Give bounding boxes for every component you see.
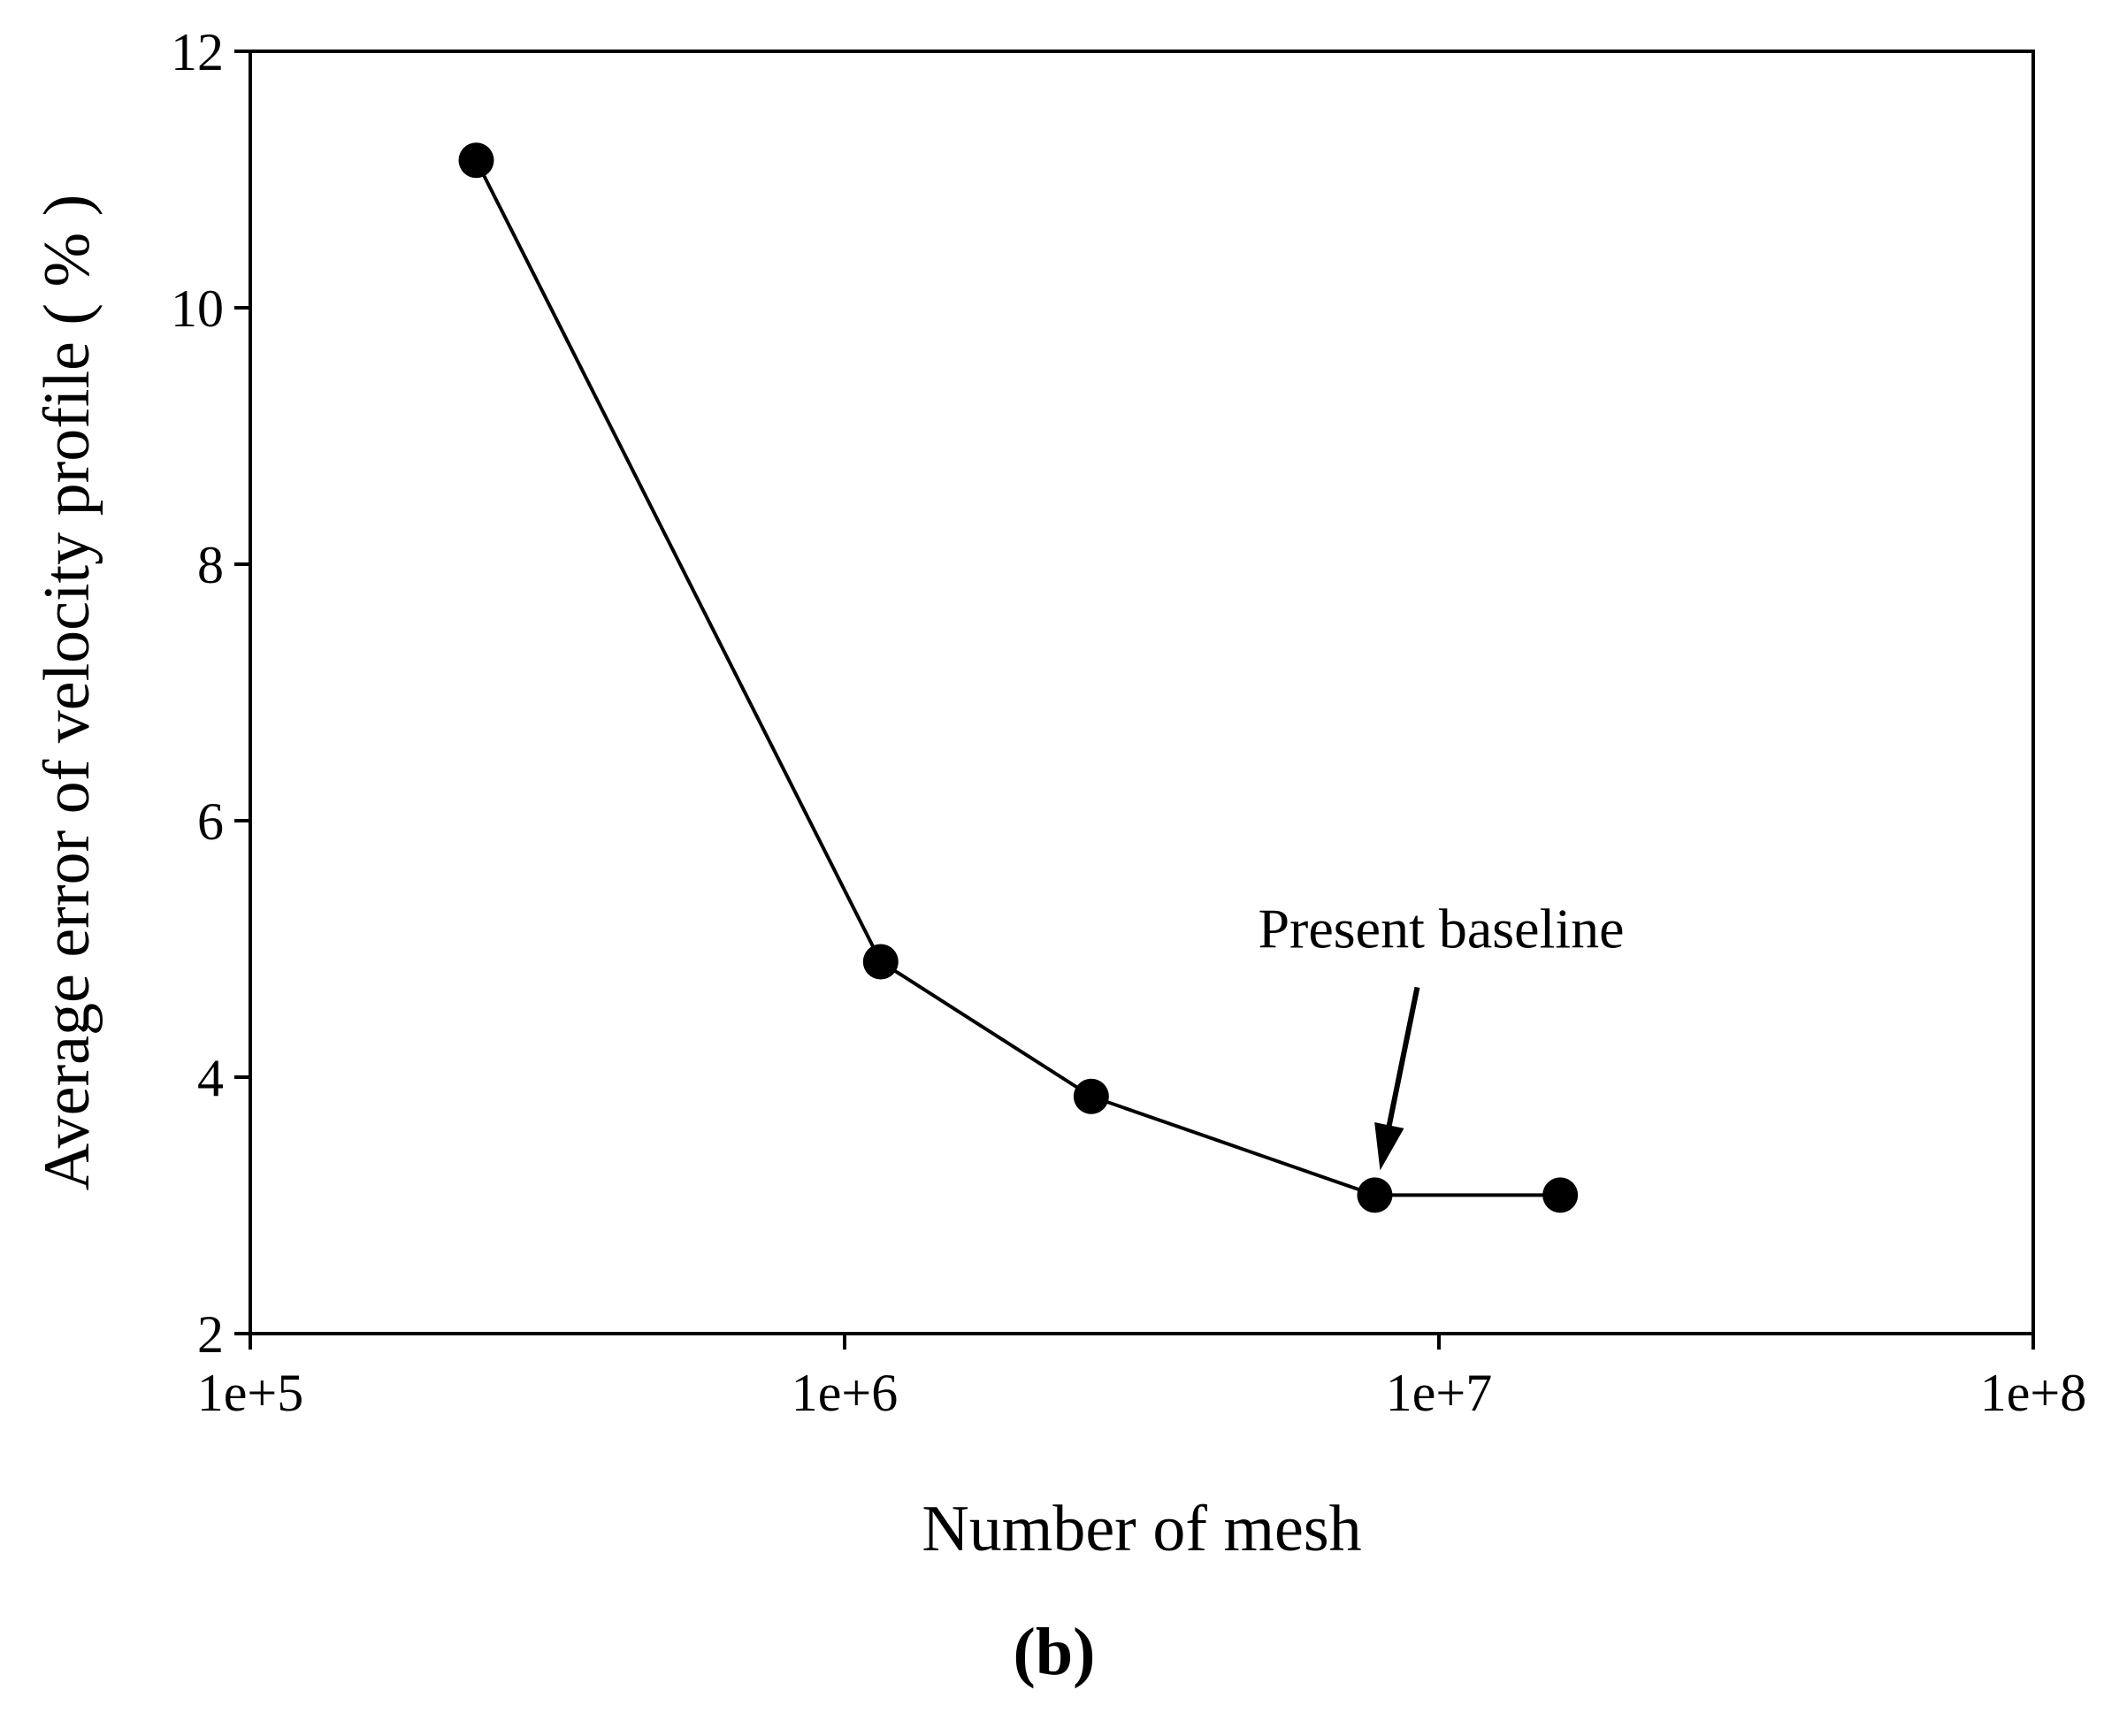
annotation-arrow-shaft [1381, 986, 1420, 1153]
y-axis-title: Average error of velocity profile ( % ) [31, 195, 103, 1191]
panel-label: (b) [1014, 1615, 1096, 1689]
x-tick-label: 1e+5 [197, 1364, 303, 1422]
y-tick-label: 6 [197, 792, 224, 851]
annotation-text: Present baseline [1258, 897, 1624, 960]
y-axis-ticks: 2 4 6 8 10 12 [171, 23, 250, 1364]
series-layer [458, 142, 1579, 1213]
y-tick-label: 10 [171, 279, 224, 338]
series-line [474, 159, 1561, 1197]
y-tick-label: 12 [171, 23, 224, 81]
y-tick-label: 2 [197, 1305, 224, 1364]
x-tick-label: 1e+6 [792, 1364, 898, 1422]
data-point [458, 142, 494, 179]
x-tick-label: 1e+8 [1980, 1364, 2086, 1422]
annotation-arrow-head [1374, 1122, 1404, 1171]
x-axis-title: Number of mesh [922, 1493, 1361, 1565]
annotation-layer: Present baseline [1258, 897, 1625, 1171]
data-point [1357, 1177, 1393, 1213]
x-tick-label: 1e+7 [1386, 1364, 1492, 1422]
data-point [1073, 1078, 1109, 1114]
plot-frame [249, 50, 2035, 1335]
y-tick-label: 8 [197, 536, 224, 594]
x-axis-ticks: 1e+5 1e+6 1e+7 1e+8 [197, 1334, 2086, 1422]
data-point [862, 944, 899, 980]
y-tick-label: 4 [197, 1049, 224, 1107]
data-point [1542, 1177, 1579, 1213]
